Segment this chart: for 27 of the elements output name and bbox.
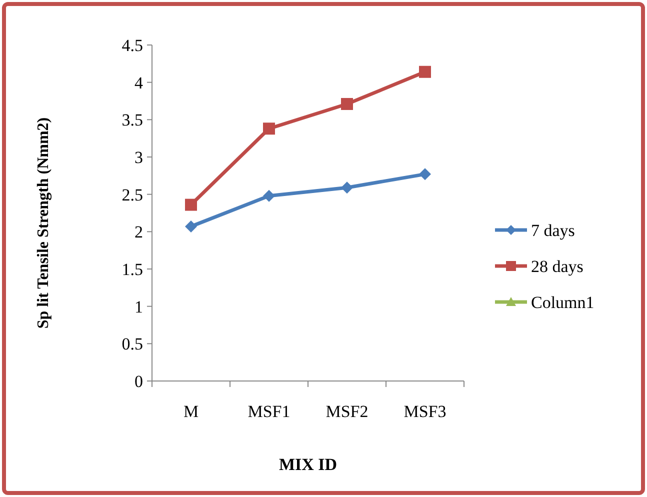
y-tick-label: 3.5 bbox=[122, 110, 143, 130]
y-tick-label: 4 bbox=[134, 73, 144, 92]
y-tick-label: 0.5 bbox=[122, 334, 143, 354]
point bbox=[263, 190, 275, 202]
point bbox=[341, 98, 353, 110]
point bbox=[185, 220, 197, 232]
point bbox=[419, 168, 431, 180]
point bbox=[419, 66, 431, 78]
y-tick-label: 1 bbox=[134, 297, 143, 316]
y-tick-label: 3 bbox=[134, 148, 143, 167]
y-tick-label: 1.5 bbox=[122, 260, 143, 279]
y-tick-label: 2.5 bbox=[122, 185, 143, 204]
legend-label: 28 days bbox=[531, 256, 584, 276]
point bbox=[341, 182, 353, 194]
y-tick-label: 2 bbox=[134, 222, 143, 242]
point bbox=[185, 198, 197, 211]
x-axis-title: MIX ID bbox=[278, 455, 338, 474]
x-tick-label: MSF1 bbox=[248, 402, 290, 421]
y-axis-title: Sp lit Tensile Strength (Nmm2) bbox=[35, 117, 52, 329]
x-tick-label: MSF3 bbox=[404, 402, 446, 421]
y-tick-label: 0 bbox=[134, 372, 143, 391]
legend-label: Column1 bbox=[531, 292, 594, 312]
x-tick-label: MSF2 bbox=[326, 402, 368, 421]
y-tick-label: 4.5 bbox=[122, 36, 143, 55]
point bbox=[263, 122, 275, 135]
x-tick-label: M bbox=[183, 402, 199, 421]
legend-label: 7 days bbox=[531, 220, 575, 240]
